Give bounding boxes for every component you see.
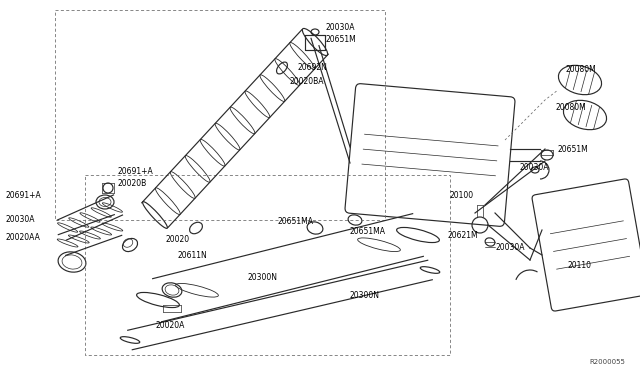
Text: 20651M: 20651M: [325, 35, 356, 45]
Ellipse shape: [185, 155, 210, 182]
Ellipse shape: [290, 42, 315, 69]
Ellipse shape: [102, 203, 122, 212]
Ellipse shape: [91, 208, 111, 217]
FancyBboxPatch shape: [345, 84, 515, 226]
Text: 20030A: 20030A: [495, 244, 525, 253]
Ellipse shape: [215, 123, 240, 150]
Ellipse shape: [102, 223, 123, 231]
Text: 20080M: 20080M: [565, 65, 596, 74]
Ellipse shape: [358, 238, 401, 251]
Text: 20691+A: 20691+A: [118, 167, 154, 176]
Text: 20110: 20110: [568, 260, 592, 269]
Ellipse shape: [302, 28, 328, 55]
Text: 20100: 20100: [450, 190, 474, 199]
Ellipse shape: [245, 91, 270, 118]
Ellipse shape: [563, 100, 607, 130]
Text: 20651MA: 20651MA: [350, 228, 386, 237]
Ellipse shape: [80, 213, 100, 222]
Ellipse shape: [91, 227, 111, 235]
Text: 20080M: 20080M: [555, 103, 586, 112]
Ellipse shape: [275, 59, 300, 85]
Text: 20020B: 20020B: [118, 179, 147, 187]
Ellipse shape: [170, 171, 195, 198]
Ellipse shape: [230, 107, 255, 134]
Text: 20691+A: 20691+A: [5, 190, 41, 199]
Ellipse shape: [57, 239, 78, 247]
Ellipse shape: [143, 202, 168, 228]
Text: 20030A: 20030A: [325, 23, 355, 32]
Text: 20651M: 20651M: [557, 145, 588, 154]
Text: 20030A: 20030A: [520, 164, 550, 173]
Ellipse shape: [68, 235, 89, 243]
FancyBboxPatch shape: [532, 179, 640, 311]
Ellipse shape: [397, 227, 440, 243]
Text: 20651MA: 20651MA: [278, 218, 314, 227]
Text: 20692N: 20692N: [298, 64, 328, 73]
Text: 20030A: 20030A: [5, 215, 35, 224]
Text: 20300N: 20300N: [350, 291, 380, 299]
Ellipse shape: [200, 140, 225, 166]
Ellipse shape: [58, 223, 77, 232]
Text: 20020A: 20020A: [155, 321, 184, 330]
Text: 20020BA: 20020BA: [290, 77, 324, 87]
Ellipse shape: [68, 218, 89, 227]
Ellipse shape: [559, 65, 602, 94]
Text: 20020AA: 20020AA: [5, 234, 40, 243]
Text: 20621M: 20621M: [448, 231, 479, 240]
Ellipse shape: [136, 292, 179, 308]
Ellipse shape: [420, 267, 440, 273]
Text: 20611N: 20611N: [178, 250, 208, 260]
Ellipse shape: [260, 75, 285, 102]
Ellipse shape: [175, 283, 218, 297]
Text: 20020: 20020: [165, 235, 189, 244]
Ellipse shape: [156, 188, 180, 215]
Text: 20300N: 20300N: [248, 273, 278, 282]
Ellipse shape: [120, 337, 140, 343]
Ellipse shape: [79, 231, 100, 239]
Text: R2000055: R2000055: [589, 359, 625, 365]
